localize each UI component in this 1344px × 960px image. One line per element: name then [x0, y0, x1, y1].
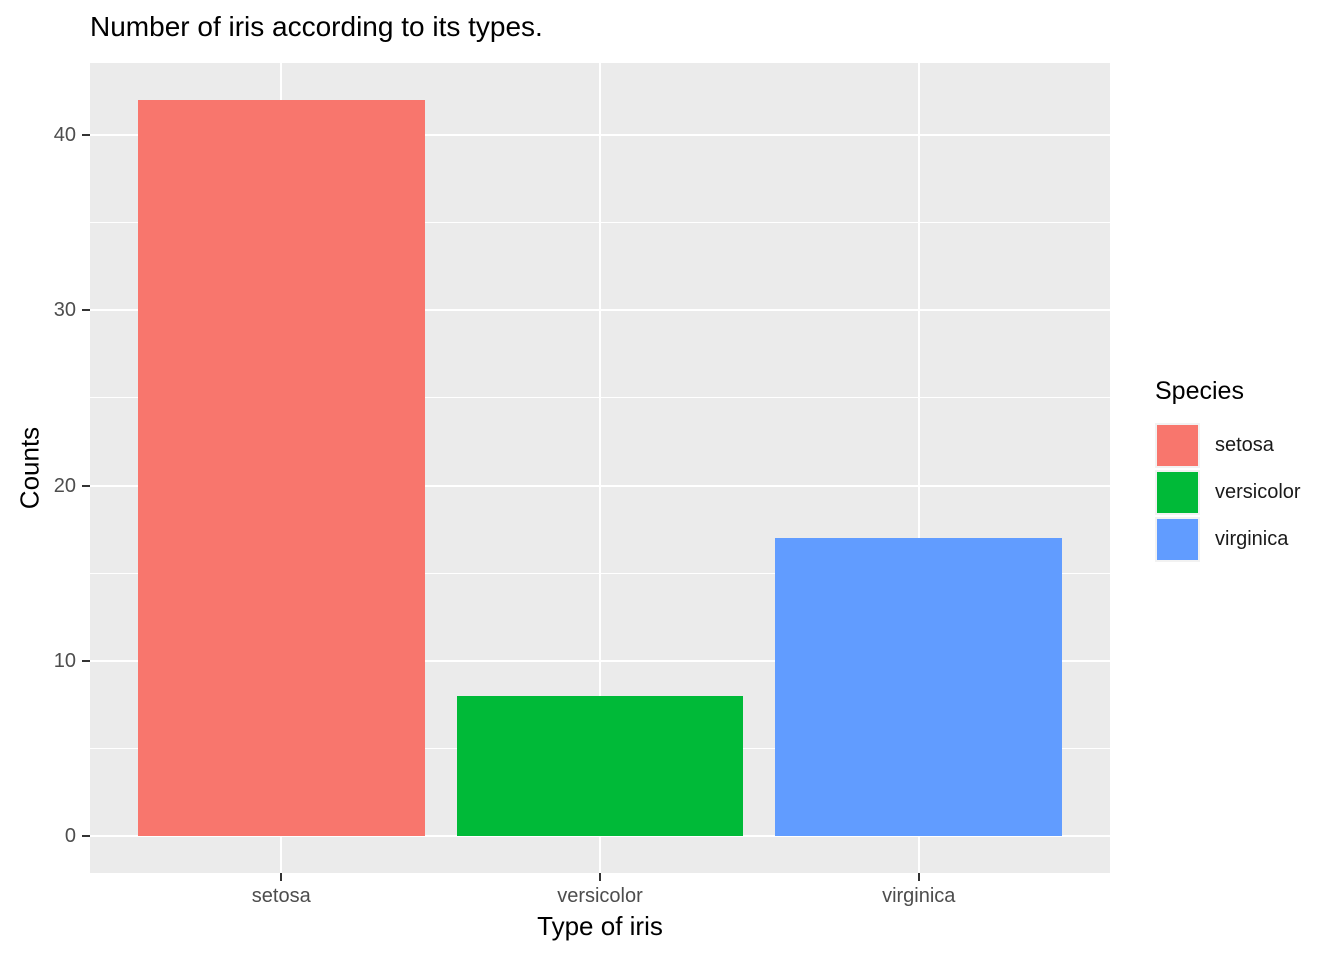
gridline-major-x: [917, 63, 920, 873]
legend-swatch-setosa: [1157, 425, 1198, 466]
x-tick-label: setosa: [251, 885, 311, 907]
y-tick-label: 0: [64, 825, 76, 848]
legend-swatch-versicolor: [1157, 472, 1198, 513]
legend-item-versicolor: versicolor: [1155, 470, 1301, 515]
legend-key-virginica: [1155, 517, 1200, 562]
y-tick-mark: [82, 133, 90, 136]
legend-swatch-virginica: [1157, 519, 1198, 560]
chart-title: Number of iris according to its types.: [90, 11, 543, 42]
legend-label-setosa: setosa: [1215, 434, 1274, 456]
x-tick-label: versicolor: [557, 885, 643, 907]
y-tick-mark: [82, 835, 90, 838]
legend-label-versicolor: versicolor: [1215, 481, 1301, 503]
legend-item-virginica: virginica: [1155, 517, 1301, 562]
y-tick-mark: [82, 659, 90, 662]
legend: Species setosa versicolor virginica: [1155, 377, 1301, 562]
x-tick-label: virginica: [882, 885, 956, 907]
legend-key-versicolor: [1155, 470, 1200, 515]
legend-title: Species: [1155, 377, 1244, 405]
x-tick-mark: [599, 873, 601, 881]
legend-label-virginica: virginica: [1215, 528, 1289, 550]
legend-items: setosa versicolor virginica: [1155, 423, 1301, 562]
x-tick-mark: [280, 873, 283, 881]
y-tick-label: 20: [53, 474, 76, 497]
x-axis-title: Type of iris: [537, 911, 663, 941]
legend-item-setosa: setosa: [1155, 423, 1301, 468]
bar-virginica: [775, 538, 1063, 837]
bar-setosa: [137, 99, 425, 837]
y-tick-mark: [82, 484, 90, 487]
gridline-major-x: [599, 63, 601, 873]
y-tick-label: 40: [53, 123, 76, 146]
plot-panel: [90, 63, 1110, 873]
y-tick-label: 10: [53, 649, 76, 672]
y-tick-mark: [82, 309, 90, 312]
y-tick-label: 30: [53, 299, 76, 322]
x-tick-mark: [917, 873, 920, 881]
legend-key-setosa: [1155, 423, 1200, 468]
bar-versicolor: [456, 695, 744, 837]
